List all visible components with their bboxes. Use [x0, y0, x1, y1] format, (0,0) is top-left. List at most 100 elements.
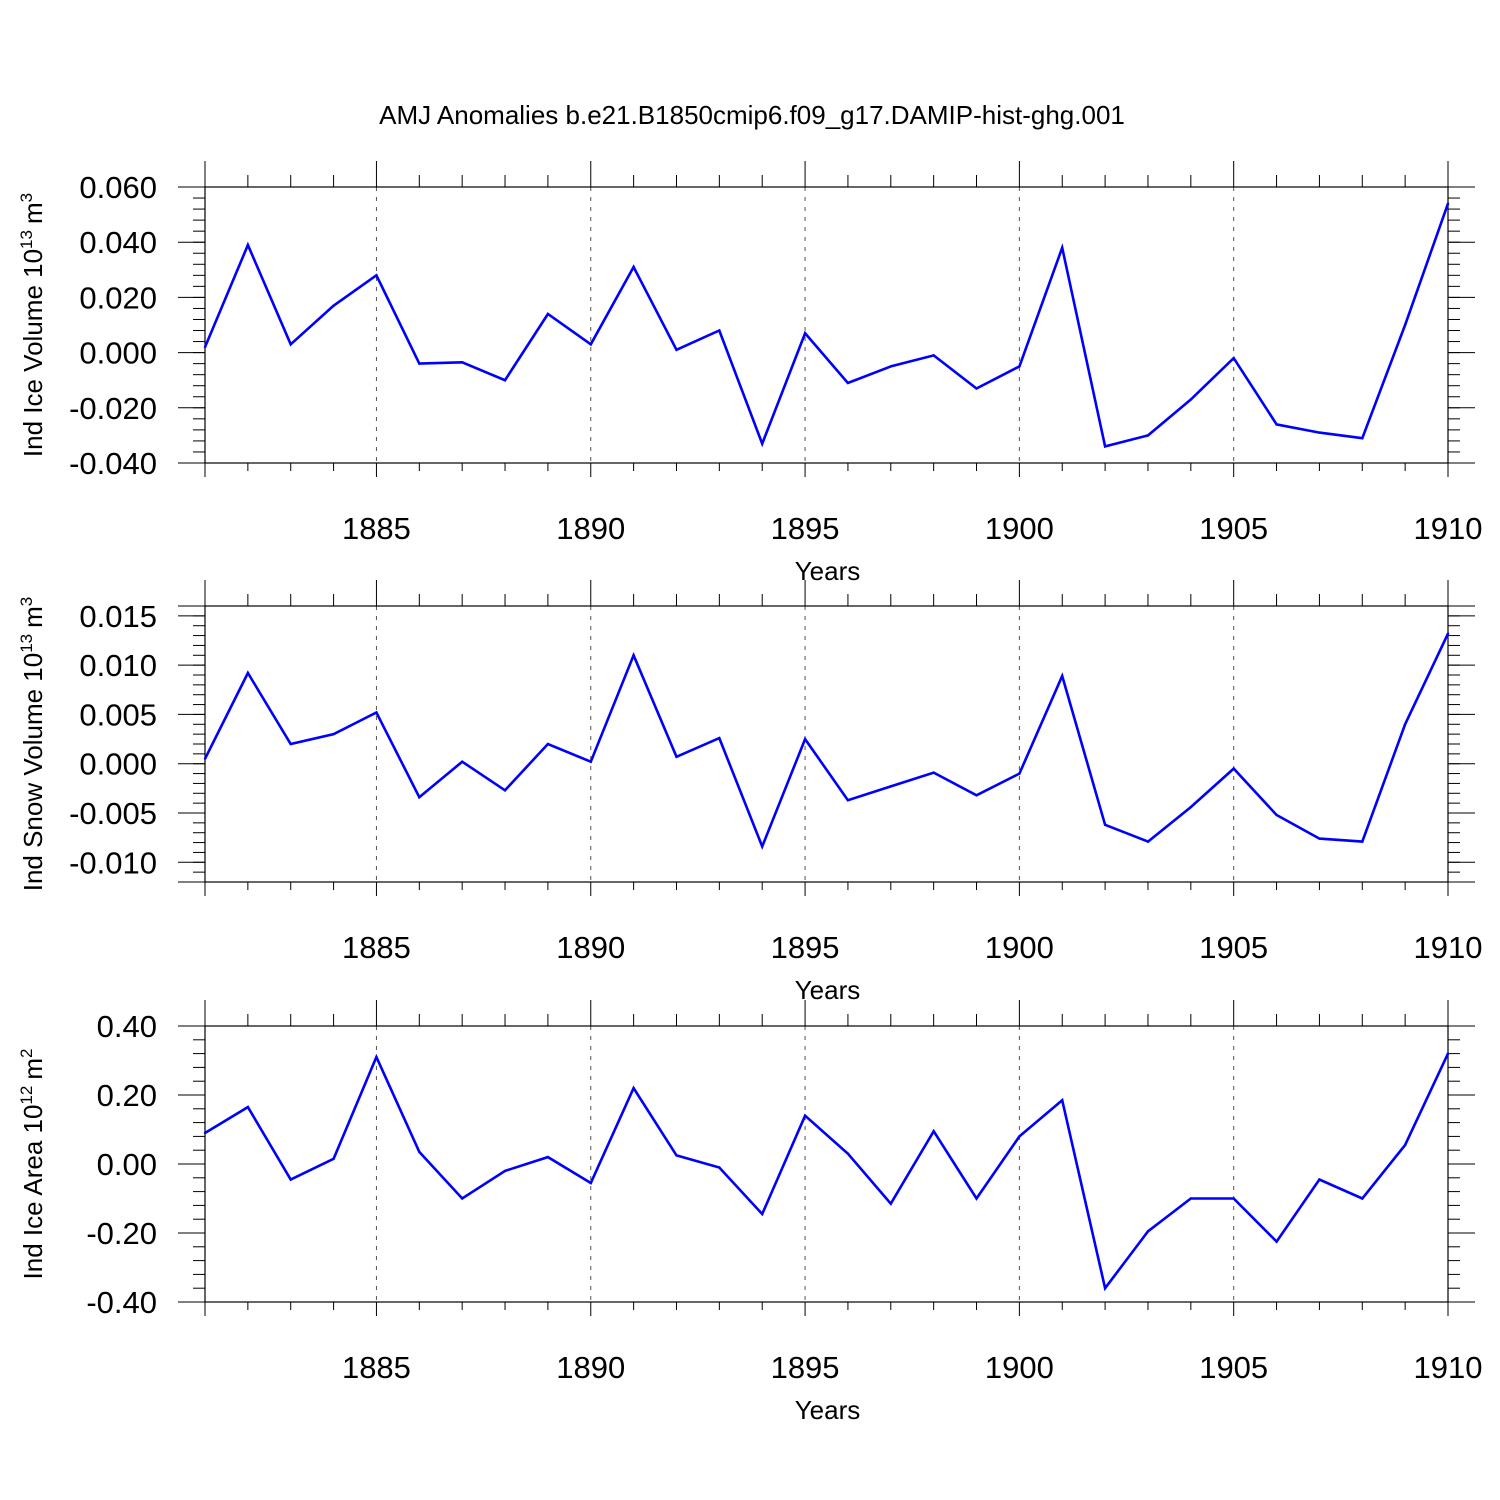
x-tick-label: 1890: [556, 511, 625, 546]
series-line: [204, 1053, 1450, 1292]
y-axis-title: Ind Ice Area 1012 m2: [17, 1049, 48, 1280]
data-point: [546, 312, 550, 316]
data-point: [846, 381, 850, 385]
data-point: [1103, 1287, 1107, 1290]
x-tick-label: 1890: [556, 930, 625, 965]
y-axis-title-unit-exp: 3: [17, 193, 36, 202]
x-tick-label: 1895: [771, 1350, 840, 1385]
y-axis-title-main: Ind Snow Volume 10: [18, 653, 48, 892]
data-point: [1189, 805, 1193, 809]
data-point: [589, 1181, 592, 1185]
data-point: [1146, 1230, 1150, 1233]
data-point: [503, 789, 507, 792]
chart-title: AMJ Anomalies b.e21.B1850cmip6.f09_g17.D…: [379, 100, 1125, 130]
data-point: [246, 243, 250, 247]
data-point: [846, 1152, 850, 1155]
data-point: [589, 760, 592, 763]
data-point: [418, 796, 421, 799]
y-axis-title-main: Ind Ice Area 10: [18, 1105, 48, 1280]
data-point: [1446, 1052, 1450, 1055]
data-point: [1103, 445, 1107, 448]
x-tick-label: 1895: [771, 511, 840, 546]
data-point: [761, 442, 764, 445]
data-point: [289, 343, 292, 346]
data-point: [1061, 1098, 1064, 1102]
y-tick-label: 0.000: [79, 336, 157, 371]
y-tick-label: 0.000: [79, 747, 157, 782]
y-tick-label: -0.010: [69, 845, 157, 880]
data-point: [889, 1202, 892, 1205]
data-point: [718, 736, 721, 740]
x-tick-label: 1890: [556, 1350, 625, 1385]
x-tick-label: 1910: [1414, 511, 1483, 546]
series-line: [203, 633, 1450, 851]
data-point: [932, 771, 935, 774]
x-tick-label: 1905: [1199, 511, 1268, 546]
data-point: [932, 1130, 935, 1133]
data-point: [246, 1105, 250, 1109]
series-line: [203, 203, 1450, 448]
data-point: [460, 760, 464, 763]
data-point: [632, 1086, 635, 1090]
data-point: [289, 1178, 292, 1181]
data-point: [675, 348, 678, 352]
data-point: [460, 1197, 464, 1200]
y-axis-title-unit: m: [18, 1058, 48, 1080]
data-point: [1061, 246, 1064, 249]
plot-frame: [204, 186, 1449, 464]
data-point: [975, 794, 978, 797]
data-point: [1018, 772, 1021, 775]
data-point: [203, 757, 207, 760]
data-point: [289, 742, 292, 746]
data-point: [375, 1055, 378, 1059]
data-point: [1403, 723, 1407, 726]
x-tick-label: 1900: [985, 930, 1054, 965]
data-point: [418, 362, 421, 365]
data-point: [718, 329, 721, 332]
x-axis-title: Years: [795, 556, 861, 586]
data-point: [546, 742, 550, 746]
y-tick-label: -0.005: [69, 796, 157, 831]
x-tick-label: 1905: [1199, 930, 1268, 965]
data-point: [1189, 398, 1193, 401]
data-point: [1275, 423, 1278, 426]
y-tick-label: 0.010: [79, 648, 157, 683]
data-point: [761, 1212, 764, 1216]
data-point: [1318, 431, 1321, 434]
y-tick-label: -0.040: [69, 446, 157, 481]
data-point: [1018, 365, 1021, 368]
data-point: [203, 345, 207, 349]
data-point: [1146, 840, 1150, 843]
data-point: [1361, 1197, 1364, 1200]
data-point: [846, 798, 850, 802]
y-tick-label: -0.40: [86, 1285, 157, 1320]
y-axis-title-unit-exp: 2: [17, 1049, 36, 1058]
x-axis-title: Years: [795, 975, 861, 1005]
data-point: [546, 1155, 550, 1159]
data-point: [1232, 767, 1235, 770]
data-point: [1103, 823, 1107, 827]
data-point: [332, 304, 335, 307]
data-point: [1446, 202, 1450, 205]
data-point: [332, 732, 335, 736]
data-point: [1403, 1143, 1407, 1147]
x-tick-label: 1910: [1414, 930, 1483, 965]
chart-panel-3: -0.40 -0.20 0.00 0.20 0.40 1885 1890 1895 1900 19…: [17, 1000, 1482, 1425]
data-point: [1275, 813, 1278, 817]
data-point: [675, 755, 678, 759]
y-axis-title: Ind Snow Volume 1013 m3: [17, 597, 48, 892]
y-tick-label: -0.020: [69, 391, 157, 426]
data-point: [503, 379, 507, 382]
y-axis-title-exp: 13: [17, 634, 36, 653]
plot-frame: [204, 1025, 1449, 1303]
data-point: [1446, 632, 1450, 635]
data-point: [803, 332, 807, 335]
data-point: [632, 654, 635, 657]
data-point: [375, 274, 378, 277]
data-point: [418, 1150, 421, 1154]
data-point: [803, 1114, 807, 1117]
x-tick-label: 1895: [771, 930, 840, 965]
data-point: [1061, 674, 1064, 678]
data-point: [460, 361, 464, 364]
